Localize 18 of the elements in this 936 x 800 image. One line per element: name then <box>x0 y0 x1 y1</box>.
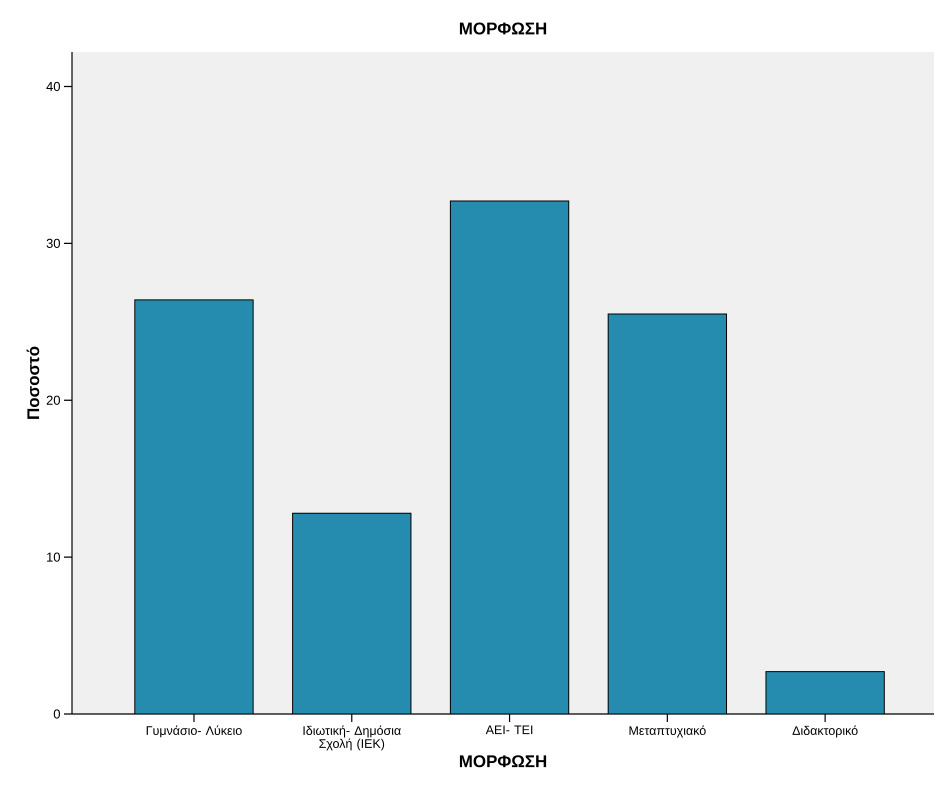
y-tick-label: 0 <box>54 709 60 719</box>
y-tick-label: 10 <box>47 552 60 562</box>
bar <box>608 313 728 714</box>
x-tick-label: Διδακτορικό <box>792 726 858 738</box>
y-tick-label: 40 <box>46 82 60 92</box>
bar <box>292 512 412 714</box>
x-tick-label: Γυμνάσιο- Λύκειο <box>146 726 242 738</box>
bar <box>765 671 885 714</box>
x-tick-label: Μεταπτυχιακό <box>630 726 706 738</box>
x-tick-label: Ιδιωτική- Δημόσια Σχολή (ΙΕΚ) <box>304 726 401 750</box>
y-axis-title: Ποσοστό <box>26 346 40 419</box>
y-tick-label: 30 <box>46 238 60 248</box>
x-tick-label: ΑΕΙ- ΤΕΙ <box>486 726 532 734</box>
y-tick-label: 20 <box>46 396 60 405</box>
bar <box>450 200 570 714</box>
chart-title: ΜΟΡΦΩΣΗ <box>460 22 546 34</box>
bar <box>134 299 254 714</box>
x-axis-title: ΜΟΡΦΩΣΗ <box>460 755 546 768</box>
